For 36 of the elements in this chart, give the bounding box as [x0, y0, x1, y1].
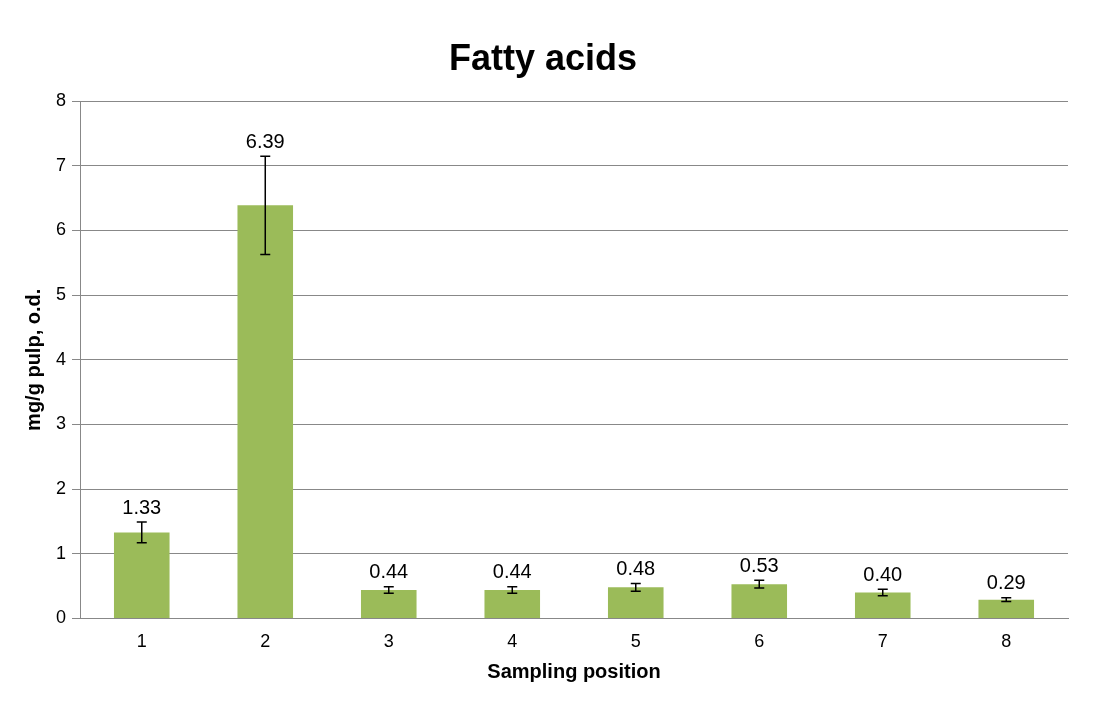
y-tick-label: 4: [56, 348, 67, 369]
x-tick-label: 3: [383, 631, 394, 652]
x-tick-label: 5: [630, 631, 641, 652]
data-label: 0.44: [369, 560, 409, 583]
y-tick-label: 2: [56, 478, 67, 499]
data-label: 1.33: [122, 495, 162, 518]
bar: [237, 205, 294, 618]
bar: [360, 589, 417, 618]
y-tick-label: 8: [56, 90, 67, 111]
y-tick-label: 5: [56, 284, 67, 305]
y-tick-label: 7: [56, 154, 67, 175]
data-label: 0.48: [616, 557, 656, 579]
bar: [731, 584, 788, 618]
bar: [854, 592, 911, 618]
data-label: 0.44: [492, 560, 532, 583]
x-axis-title: Sampling position: [487, 659, 661, 682]
data-label: 0.53: [739, 553, 779, 576]
bar: [113, 532, 170, 618]
x-tick-label: 8: [1001, 631, 1012, 652]
y-tick-label: 1: [56, 542, 67, 563]
y-tick-label: 0: [56, 607, 67, 628]
y-tick-label: 6: [56, 219, 67, 240]
data-label: 0.40: [863, 562, 903, 585]
data-label: 6.39: [245, 129, 285, 152]
chart-title: Fatty acids: [448, 36, 638, 78]
x-tick-label: 7: [877, 631, 888, 652]
data-label: 0.29: [986, 571, 1026, 594]
x-tick-label: 4: [507, 631, 518, 652]
y-tick-label: 3: [56, 413, 67, 434]
y-axis-title: mg/g pulp, o.d.: [21, 288, 44, 431]
bar: [484, 589, 541, 618]
x-tick-label: 6: [754, 631, 765, 652]
bar: [607, 587, 664, 618]
x-tick-label: 1: [136, 631, 147, 652]
x-tick-label: 2: [260, 631, 271, 652]
bar: [978, 599, 1035, 618]
